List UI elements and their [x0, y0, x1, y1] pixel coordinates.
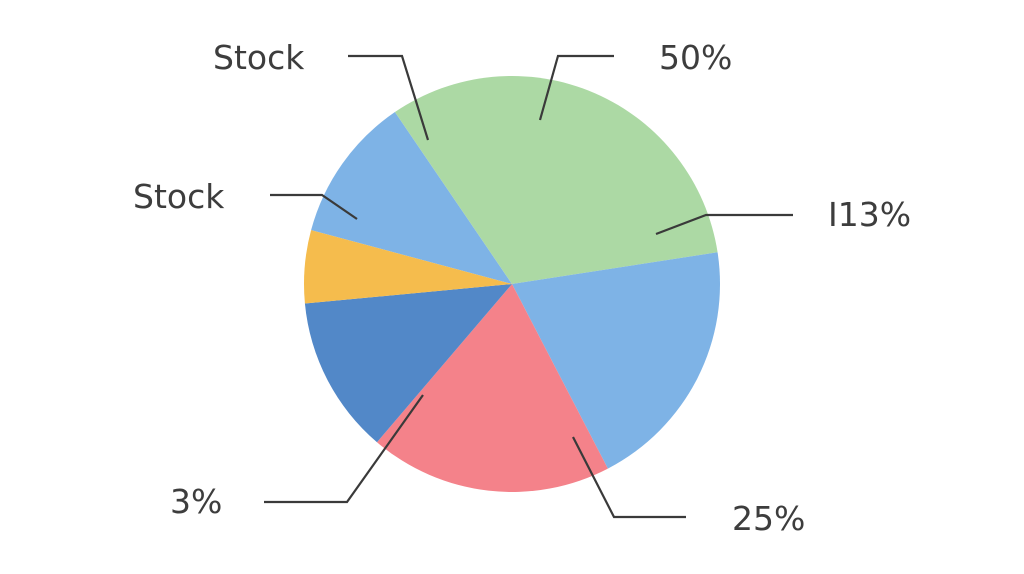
leader-line-i13 — [655, 213, 793, 236]
slice-label-i13: I13% — [828, 195, 911, 234]
slice-label-25: 25% — [732, 499, 805, 538]
slice-label-stock-top: Stock — [213, 38, 305, 77]
leader-line-stock-top — [348, 54, 430, 141]
pie-slice-3 — [376, 284, 608, 493]
pie-slice-5 — [304, 230, 512, 304]
leader-line-3 — [264, 394, 424, 504]
pie-slice-0 — [311, 112, 512, 284]
pie-slice-1 — [394, 75, 718, 284]
leader-lines — [264, 54, 793, 519]
leader-line-stock-left — [270, 193, 358, 220]
leader-line-50 — [538, 54, 614, 121]
slice-label-stock-left: Stock — [133, 177, 225, 216]
slice-labels: Stock 50% Stock I13% 3% 25% — [133, 38, 911, 538]
leader-line-25 — [572, 436, 686, 519]
pie-slices — [304, 75, 721, 493]
slice-label-50: 50% — [659, 38, 732, 77]
pie-slice-2 — [512, 252, 721, 469]
slice-label-3: 3% — [170, 482, 222, 521]
pie-slice-4 — [304, 284, 512, 443]
